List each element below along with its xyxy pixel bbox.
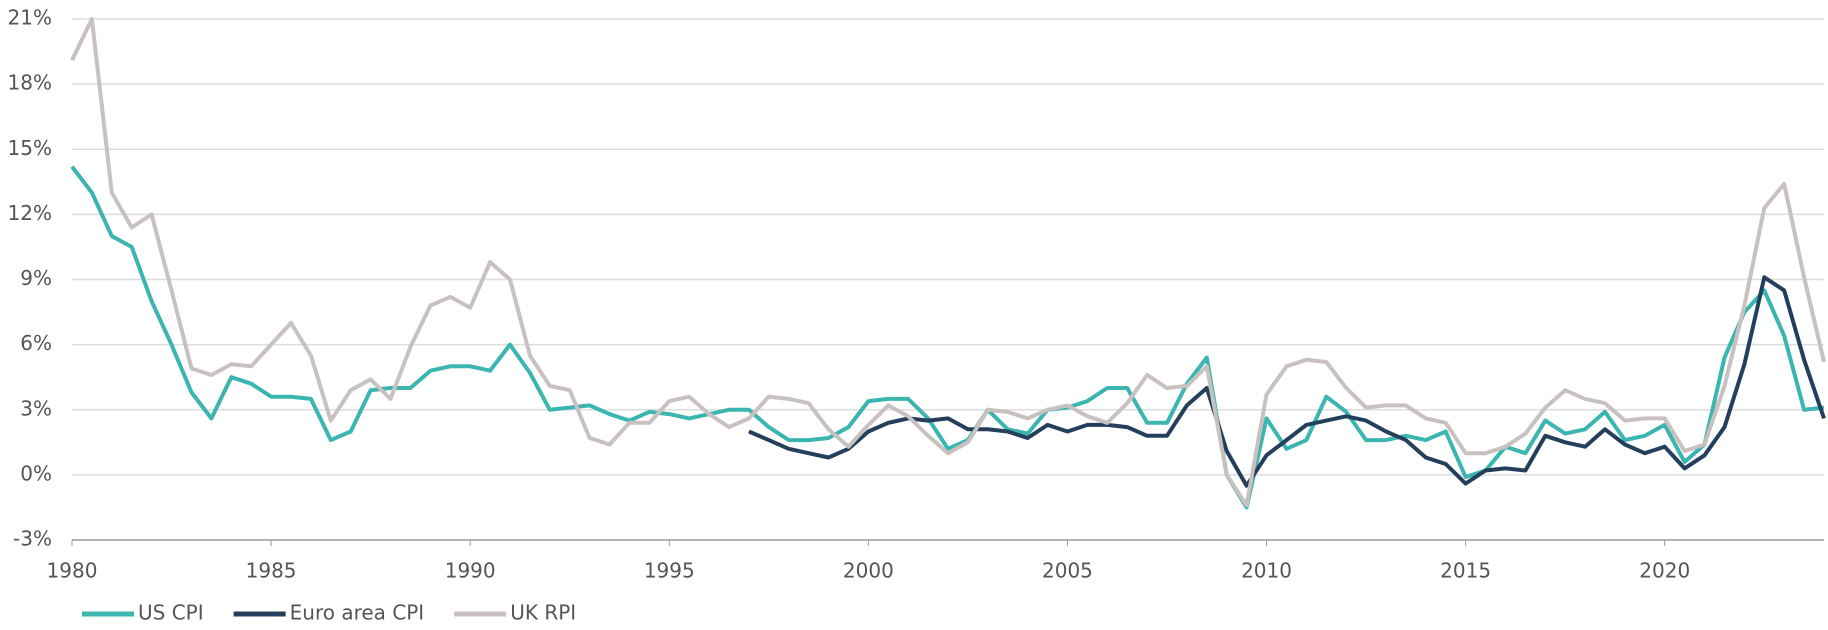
y-tick-label: 9% — [20, 266, 52, 290]
x-tick-label: 1995 — [644, 559, 695, 583]
x-tick-label: 2005 — [1042, 559, 1093, 583]
x-tick-label: 1985 — [246, 559, 297, 583]
x-tick-label: 2000 — [843, 559, 894, 583]
legend-label: US CPI — [138, 601, 204, 625]
y-tick-label: 18% — [8, 71, 52, 95]
y-tick-label: 21% — [8, 6, 52, 30]
series-line — [70, 17, 1826, 508]
x-tick-label: 2020 — [1639, 559, 1690, 583]
y-tick-label: 15% — [8, 136, 52, 160]
x-tick-label: 2010 — [1241, 559, 1292, 583]
x-tick-label: 1990 — [445, 559, 496, 583]
series-line — [70, 165, 1825, 510]
x-tick-label: 2015 — [1440, 559, 1491, 583]
y-tick-label: 3% — [20, 396, 52, 420]
series-line — [748, 275, 1826, 488]
y-tick-label: -3% — [13, 527, 52, 551]
legend-label: Euro area CPI — [290, 601, 425, 625]
x-tick-label: 1980 — [47, 559, 98, 583]
y-tick-label: 12% — [8, 201, 52, 225]
legend-label: UK RPI — [510, 601, 576, 625]
y-tick-label: 0% — [20, 461, 52, 485]
y-tick-label: 6% — [20, 331, 52, 355]
